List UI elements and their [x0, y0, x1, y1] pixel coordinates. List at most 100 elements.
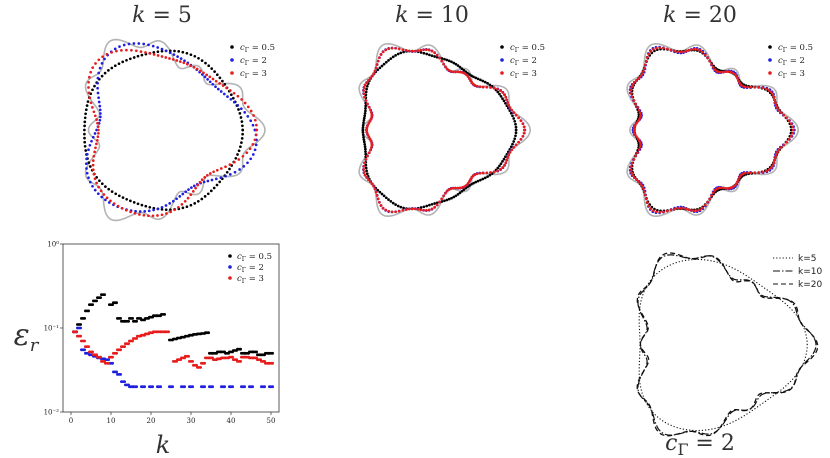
- shape-panel-k20: cΓ = 0.5 cΓ = 2 cΓ = 3: [626, 42, 813, 218]
- error-point-series-1: [223, 385, 227, 389]
- shape-series-2: [125, 48, 128, 52]
- shape-series-0: [240, 141, 243, 144]
- shape-series-2: [368, 76, 372, 80]
- shape-series-0: [221, 79, 224, 83]
- shape-series-1: [164, 49, 168, 53]
- error-point-series-0: [83, 317, 86, 320]
- shape-series-1: [97, 96, 100, 100]
- shape-series-2: [508, 106, 512, 109]
- shape-series-2: [727, 70, 730, 73]
- shape-series-2: [507, 103, 511, 107]
- shape-series-0: [362, 121, 365, 125]
- shape-series-2: [465, 183, 468, 187]
- shape-series-2: [175, 59, 179, 62]
- shape-series-1: [118, 45, 121, 48]
- shape-series-2: [636, 137, 640, 141]
- shape-series-2: [724, 186, 728, 190]
- shape-series-2: [727, 187, 730, 190]
- legend-label: cΓ = 2: [237, 263, 264, 274]
- shape-series-2: [378, 56, 381, 60]
- shape-series-0: [472, 75, 475, 79]
- shape-series-2: [649, 207, 653, 210]
- error-point-series-0: [103, 293, 106, 296]
- shape-series-2: [655, 46, 658, 50]
- shape-series-1: [100, 195, 104, 199]
- shape-series-2: [774, 103, 778, 107]
- shape-series-1: [228, 173, 232, 176]
- shape-series-0: [399, 51, 403, 55]
- shape-series-2: [738, 81, 741, 85]
- shape-series-0: [212, 186, 216, 190]
- shape-series-0: [169, 208, 172, 212]
- error-point-series-0: [115, 301, 118, 305]
- shape-series-0: [462, 188, 466, 192]
- shape-series-2: [370, 111, 373, 114]
- shape-series-2: [517, 116, 520, 120]
- shape-series-2: [679, 50, 682, 54]
- shape-series-0: [378, 66, 382, 70]
- shape-series-0: [433, 55, 436, 58]
- shape-series-0: [193, 54, 197, 58]
- shape-series-2: [649, 50, 653, 53]
- shape-series-2: [92, 154, 96, 158]
- shape-series-1: [122, 43, 126, 47]
- shape-series-2: [366, 102, 369, 106]
- shape-series-2: [160, 55, 164, 58]
- shape-series-0: [363, 111, 367, 115]
- shape-series-0: [209, 189, 213, 193]
- shape-series-0: [504, 155, 507, 159]
- shape-series-2: [637, 148, 641, 152]
- shape-series-2: [519, 137, 523, 141]
- shape-series-2: [632, 126, 636, 130]
- shape-series-0: [789, 128, 793, 132]
- shape-series-2: [642, 187, 645, 190]
- error-point-series-1: [115, 370, 118, 374]
- shape-series-2: [192, 65, 196, 69]
- shape-series-0: [136, 202, 140, 206]
- shape-series-0: [104, 185, 107, 188]
- shape-series-1: [98, 118, 102, 122]
- shape-series-1: [246, 115, 250, 118]
- shape-series-2: [701, 50, 705, 54]
- shape-series-0: [511, 142, 514, 146]
- shape-series-2: [425, 208, 428, 212]
- shape-series-2: [642, 70, 645, 73]
- shape-series-0: [215, 183, 219, 187]
- shape-series-0: [498, 92, 501, 96]
- shape-series-0: [362, 119, 366, 122]
- shape-series-2: [370, 146, 373, 149]
- shape-series-1: [175, 197, 178, 201]
- shape-series-2: [419, 48, 423, 52]
- shape-series-2: [701, 206, 705, 210]
- shape-series-2: [731, 71, 735, 75]
- shape-series-2: [120, 49, 123, 52]
- shape-series-2: [105, 196, 109, 200]
- shape-series-2: [368, 137, 372, 141]
- shape-series-2: [447, 69, 451, 72]
- shape-series-2: [208, 172, 212, 175]
- shape-series-2: [523, 128, 526, 132]
- legend-marker: [500, 45, 504, 49]
- shape-series-1: [96, 86, 99, 90]
- reference-curve: [84, 38, 266, 222]
- shape-series-2: [416, 207, 420, 211]
- shape-series-2: [505, 98, 509, 102]
- shape-series-0: [203, 195, 207, 198]
- shape-series-2: [94, 146, 97, 150]
- error-point-series-2: [167, 330, 171, 334]
- legend-marker: [768, 45, 772, 49]
- shape-series-2: [240, 98, 243, 101]
- shape-series-0: [83, 132, 86, 136]
- error-point-series-2: [199, 366, 203, 369]
- shape-series-1: [206, 78, 209, 81]
- shape-series-2: [95, 142, 98, 146]
- shape-series-2: [195, 67, 199, 71]
- shape-series-2: [416, 49, 420, 53]
- shape-series-2: [777, 148, 781, 152]
- x-tick-label: 50: [267, 417, 276, 425]
- shape-series-2: [463, 185, 466, 188]
- shape-series-2: [632, 158, 636, 161]
- shape-series-2: [632, 130, 636, 134]
- shape-series-0: [509, 111, 513, 115]
- shape-series-2: [473, 173, 477, 176]
